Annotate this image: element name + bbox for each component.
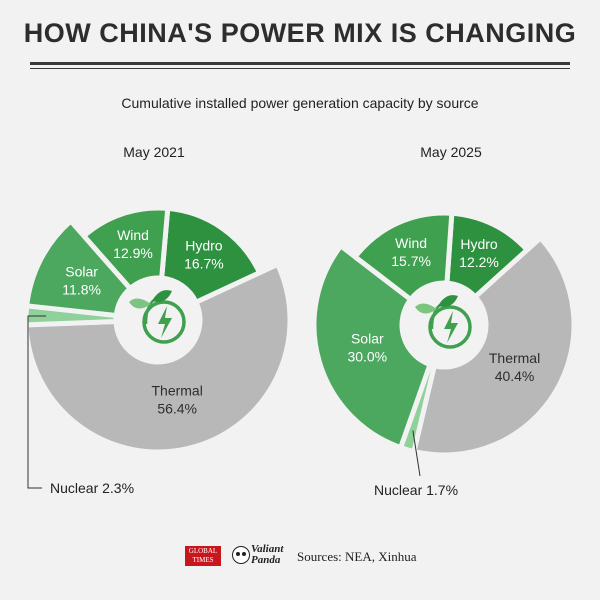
title-rule: [30, 62, 570, 65]
energy-icon: [120, 282, 196, 358]
category-label-thermal: Thermal: [489, 350, 540, 366]
title-rule-thin: [30, 68, 570, 69]
page-title: HOW CHINA'S POWER MIX IS CHANGING: [23, 18, 577, 48]
panda-icon: [232, 546, 250, 564]
data-label-solar: 30.0%: [347, 349, 387, 365]
data-label-thermal: 56.4%: [157, 401, 197, 417]
pie-2025: Hydro 12.2% Thermal 40.4% Nuclear 1.7% Solar 3…: [311, 210, 577, 498]
energy-icon: [406, 287, 482, 363]
data-label-thermal: 40.4%: [495, 368, 535, 384]
category-label-thermal: Thermal: [151, 383, 202, 399]
leader-line-nuclear: [412, 430, 421, 477]
data-label-nuclear: Nuclear 2.3%: [50, 480, 134, 496]
data-label-wind: 15.7%: [391, 253, 431, 269]
category-label-solar: Solar: [351, 331, 384, 347]
chart-title-2021: May 2021: [123, 144, 185, 160]
pie-2021: Hydro 16.7% Thermal 56.4% Nuclear 2.3% Solar 1…: [23, 205, 293, 496]
sources-note: Sources: NEA, Xinhua: [297, 549, 417, 564]
slice-solar: [311, 243, 433, 451]
data-label-nuclear: Nuclear 1.7%: [374, 482, 458, 498]
category-label-wind: Wind: [117, 227, 149, 243]
slice-thermal: [411, 235, 577, 458]
data-label-solar: 11.8%: [62, 281, 101, 297]
valiant-panda-logo: Valiant Panda: [232, 544, 290, 568]
leader-line-nuclear: [27, 315, 47, 489]
chart-subtitle: Cumulative installed power generation ca…: [121, 95, 479, 111]
category-label-wind: Wind: [395, 235, 427, 251]
slice-thermal: [23, 261, 293, 455]
global-times-logo: GLOBAL TIMES: [185, 546, 221, 566]
category-label-hydro: Hydro: [185, 237, 223, 253]
slice-hydro: [159, 205, 263, 305]
data-label-wind: 12.9%: [113, 245, 153, 261]
category-label-hydro: Hydro: [460, 236, 498, 252]
chart-title-2025: May 2025: [420, 144, 482, 160]
slice-wind: [352, 210, 455, 302]
slice-wind: [81, 205, 171, 291]
data-label-hydro: 16.7%: [184, 255, 224, 271]
data-label-hydro: 12.2%: [459, 254, 499, 270]
category-label-solar: Solar: [65, 263, 98, 279]
slice-solar: [24, 218, 133, 318]
